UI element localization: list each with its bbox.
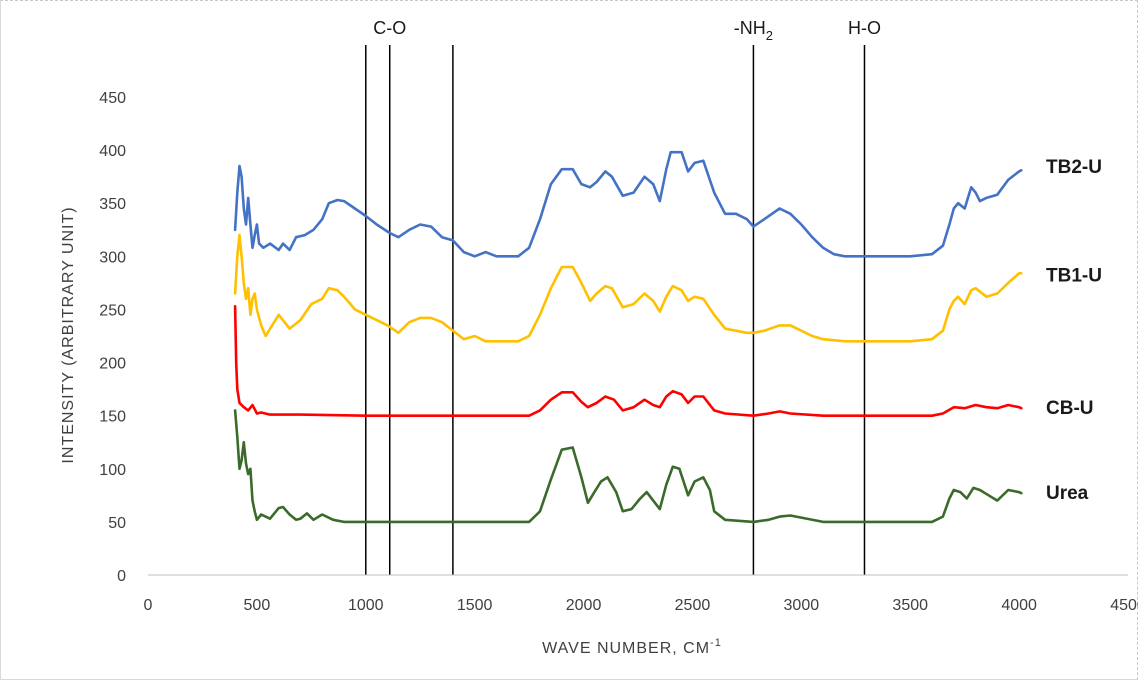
series-label: TB1-U [1046, 265, 1102, 286]
x-tick-label: 4000 [1001, 597, 1037, 614]
x-axis-title: WAVE NUMBER, CM-1 [542, 637, 722, 657]
series-label: TB2-U [1046, 157, 1102, 178]
series-line-tb2-u [233, 150, 1023, 258]
x-tick-label: 2000 [566, 597, 602, 614]
series-group [233, 150, 1023, 524]
y-tick-label: 450 [99, 90, 126, 107]
series-label: Urea [1046, 483, 1089, 504]
y-tick-label: 100 [99, 462, 126, 479]
y-axis: 0 50 100 150 200 250 300 350 400 450 [99, 90, 126, 585]
marker-label: C-O [373, 18, 406, 38]
marker-lines: C-O -NH2 H-O [365, 18, 881, 575]
x-tick-label: 3000 [784, 597, 820, 614]
y-axis-title: INTENSITY (ARBITRARY UNIT) [60, 206, 77, 463]
x-tick-label: 3500 [892, 597, 928, 614]
y-tick-label: 250 [99, 302, 126, 319]
marker-label: H-O [848, 18, 881, 38]
series-line-tb1-u [233, 233, 1023, 343]
marker-label: -NH2 [734, 18, 773, 43]
x-tick-label: 2500 [675, 597, 711, 614]
y-tick-label: 400 [99, 143, 126, 160]
series-label: CB-U [1046, 398, 1094, 419]
x-tick-label: 500 [244, 597, 271, 614]
y-tick-label: 50 [108, 515, 126, 532]
y-tick-label: 0 [117, 568, 126, 585]
x-tick-label: 1000 [348, 597, 384, 614]
series-line-cb-u [233, 304, 1023, 418]
y-tick-label: 150 [99, 409, 126, 426]
x-tick-label: 1500 [457, 597, 493, 614]
y-tick-label: 350 [99, 196, 126, 213]
x-tick-label: 0 [144, 597, 153, 614]
y-tick-label: 200 [99, 356, 126, 373]
series-labels: TB2-U TB1-U CB-U Urea [1046, 157, 1102, 504]
y-tick-label: 300 [99, 249, 126, 266]
series-line-urea [233, 409, 1023, 524]
